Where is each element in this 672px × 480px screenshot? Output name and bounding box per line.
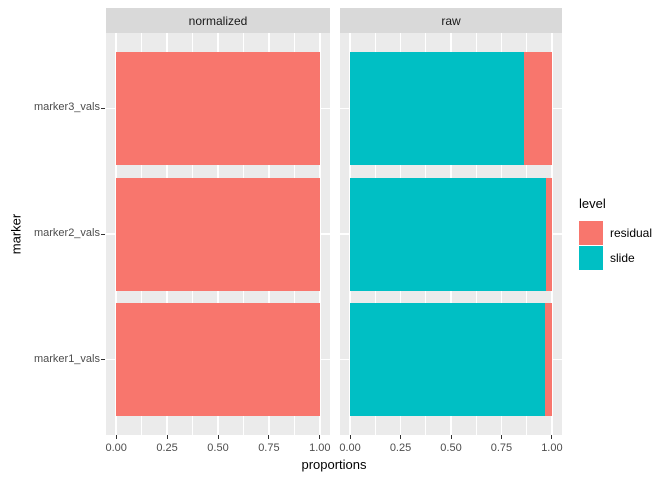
x-tick: [268, 435, 270, 439]
x-tick: [551, 435, 553, 439]
x-tick-label: 1.00: [541, 442, 563, 454]
x-tick-label: 0.00: [105, 442, 127, 454]
legend-label: residual: [610, 225, 653, 240]
legend-entry-residual: residual: [579, 220, 671, 245]
y-tick-label: marker1_vals: [33, 352, 100, 365]
facet-panel-raw: [340, 33, 562, 435]
x-tick-label: 0.75: [258, 442, 280, 454]
x-tick: [319, 435, 321, 439]
bar-segment-slide: [350, 177, 546, 291]
x-tick-label: 0.00: [339, 442, 361, 454]
bar-segment-residual: [545, 177, 552, 291]
legend-swatch-slide: [579, 245, 603, 270]
bar-raw-marker1_vals: [350, 303, 552, 417]
bar-segment-residual: [116, 303, 320, 417]
y-tick-label: marker3_vals: [33, 101, 100, 114]
legend-label: slide: [610, 250, 635, 265]
bar-segment-residual: [116, 177, 320, 291]
bar-segment-residual: [523, 51, 552, 165]
legend-entries: residual slide: [579, 220, 671, 270]
y-tick: [101, 107, 105, 109]
bar-raw-marker2_vals: [350, 177, 552, 291]
bar-normalized-marker1_vals: [116, 303, 320, 417]
y-tick: [101, 359, 105, 361]
x-tick-label: 0.25: [389, 442, 412, 454]
x-tick: [217, 435, 219, 439]
x-tick-label: 0.75: [490, 442, 513, 454]
facet-strip-normalized: normalized: [106, 8, 330, 33]
x-tick: [115, 435, 117, 439]
x-tick-label: 0.50: [207, 442, 229, 454]
x-tick: [400, 435, 402, 439]
x-axis-title: proportions: [301, 457, 367, 472]
x-tick-label: 1.00: [309, 442, 331, 454]
x-tick: [450, 435, 452, 439]
x-tick: [500, 435, 502, 439]
x-tick-label: 0.50: [440, 442, 462, 454]
x-tick-label: 0.25: [156, 442, 178, 454]
facet-strip-raw: raw: [340, 8, 562, 33]
x-tick: [349, 435, 351, 439]
bar-normalized-marker2_vals: [116, 177, 320, 291]
x-tick: [166, 435, 168, 439]
facet-panel-normalized: [106, 33, 330, 435]
y-tick: [101, 233, 105, 235]
bar-segment-slide: [350, 51, 524, 165]
bar-segment-residual: [544, 303, 552, 417]
legend-swatch-residual: [579, 220, 603, 245]
bar-segment-residual: [116, 51, 320, 165]
legend-title: level: [579, 196, 606, 211]
bar-raw-marker3_vals: [350, 51, 552, 165]
bar-segment-slide: [350, 303, 545, 417]
bar-normalized-marker3_vals: [116, 51, 320, 165]
legend-entry-slide: slide: [579, 245, 671, 270]
y-tick-label: marker2_vals: [33, 227, 100, 239]
legend: level residual slide: [579, 196, 671, 270]
